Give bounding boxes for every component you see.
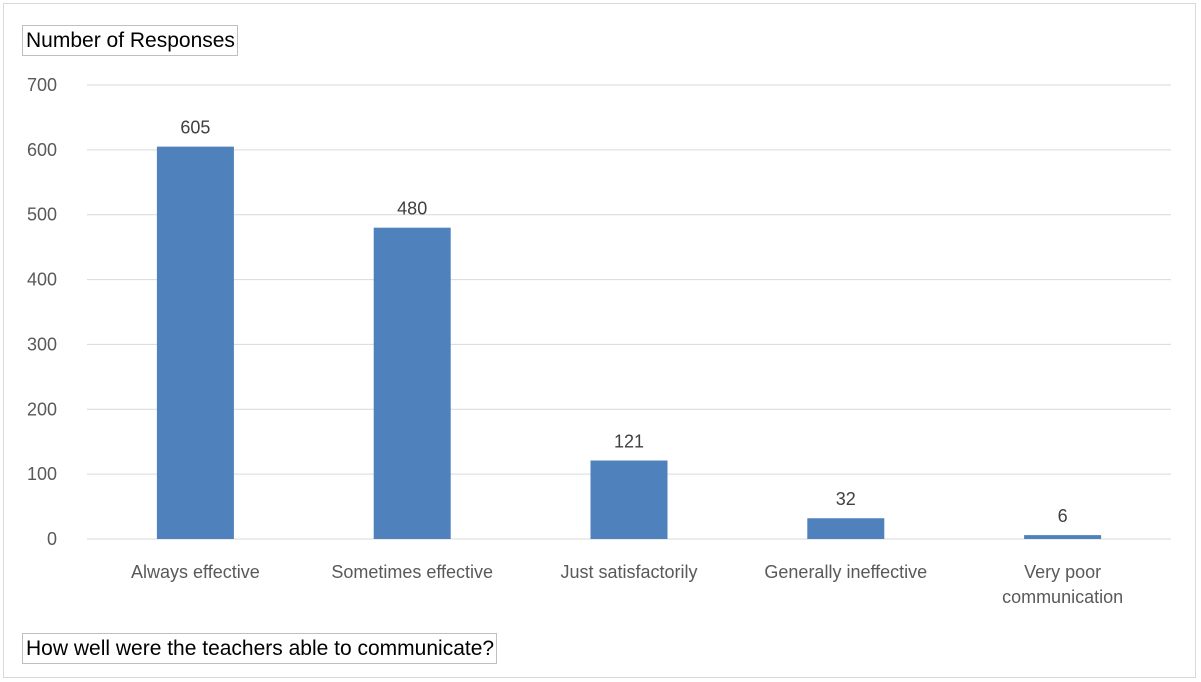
x-tick-label: Always effective (131, 562, 260, 582)
bars (156, 146, 1102, 539)
y-tick-label: 0 (47, 529, 57, 549)
bar (373, 227, 451, 539)
x-axis-ticks: Always effective Sometimes effective Just … (131, 562, 1123, 607)
y-tick-label: 500 (27, 205, 57, 225)
data-label: 480 (397, 199, 427, 219)
data-label: 605 (180, 118, 210, 138)
data-label: 32 (836, 489, 856, 509)
y-tick-label: 100 (27, 464, 57, 484)
bar (590, 460, 668, 539)
x-tick-label: Very poor (1024, 562, 1101, 582)
bar (156, 146, 234, 539)
data-labels: 605 480 121 32 6 (180, 118, 1067, 526)
x-tick-label: Just satisfactorily (560, 562, 697, 582)
x-tick-label: communication (1002, 587, 1123, 607)
y-tick-label: 200 (27, 399, 57, 419)
y-tick-label: 400 (27, 270, 57, 290)
bar (807, 518, 885, 539)
data-label: 6 (1058, 506, 1068, 526)
x-tick-label: Generally ineffective (764, 562, 927, 582)
y-tick-label: 300 (27, 334, 57, 354)
y-axis-ticks: 0 100 200 300 400 500 600 700 (27, 75, 57, 549)
y-tick-label: 600 (27, 140, 57, 160)
data-label: 121 (614, 432, 644, 452)
bar (1024, 535, 1102, 539)
y-tick-label: 700 (27, 75, 57, 95)
y-axis-title: Number of Responses (22, 25, 238, 56)
x-tick-label: Sometimes effective (331, 562, 493, 582)
x-axis-title: How well were the teachers able to commu… (22, 633, 498, 664)
gridlines (87, 84, 1171, 540)
